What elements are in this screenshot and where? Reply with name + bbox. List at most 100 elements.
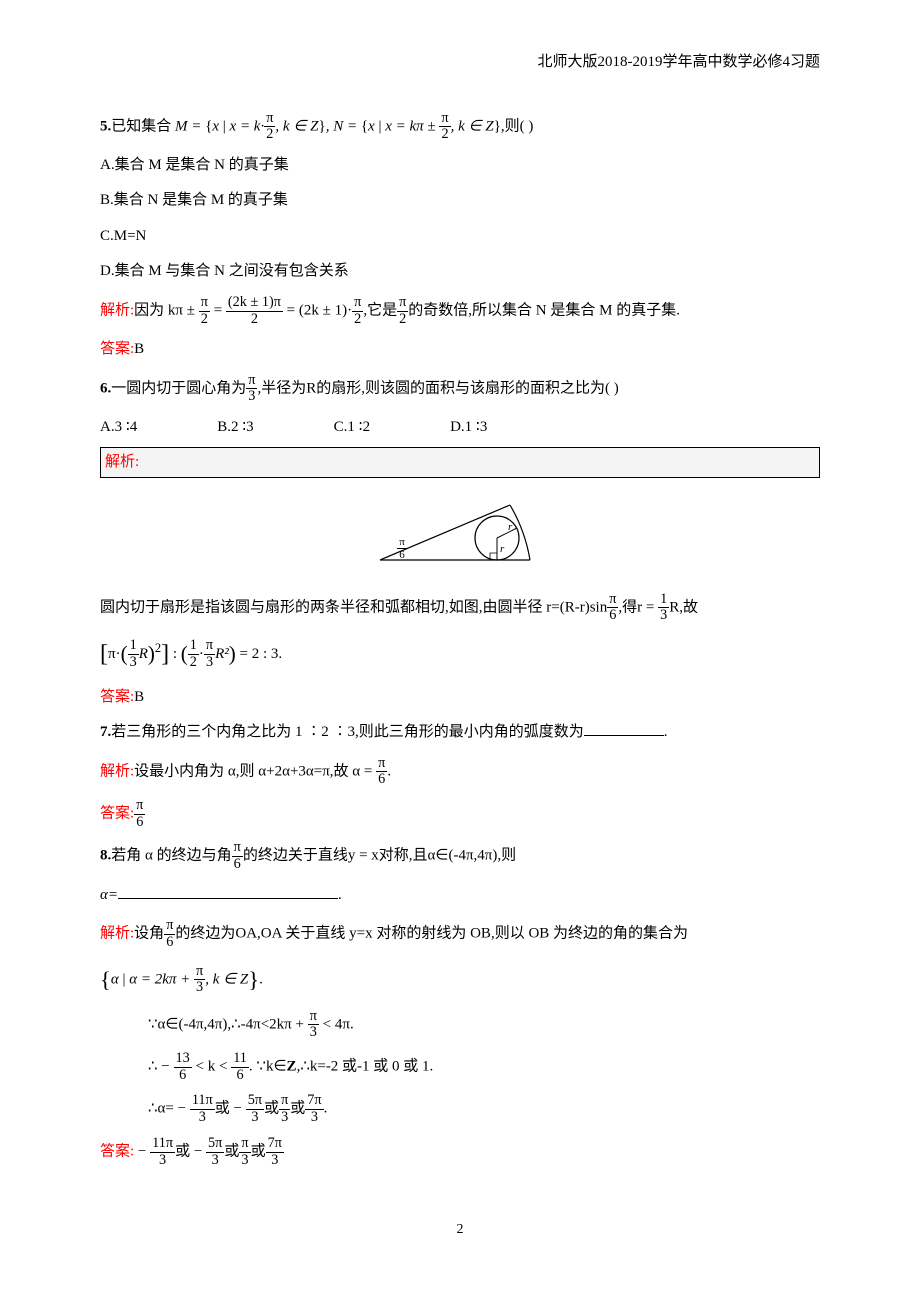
- q5-analysis-pre: 因为 kπ ±: [134, 302, 199, 318]
- pi-over-6-b: π6: [376, 756, 387, 788]
- fig-r-2: r: [508, 521, 513, 533]
- bracket-open: [: [100, 641, 108, 667]
- q8-set: {α | α = 2kπ + π3, k ∈ Z}.: [100, 961, 820, 999]
- q8-l2-mid1: < k <: [192, 1059, 231, 1075]
- pi-over-3: π3: [246, 373, 257, 405]
- brace-close: }: [319, 118, 326, 134]
- q6-opt-c: C.1 ∶2: [334, 415, 370, 441]
- q8-l1-post: < 4π.: [319, 1016, 354, 1032]
- q5-N-post: , k ∈ Z: [451, 118, 494, 134]
- pi-over-3-c: π3: [194, 964, 205, 996]
- q7-number: 7.: [100, 724, 111, 740]
- f7pi3: 7π3: [305, 1093, 323, 1125]
- q8-l2-post: ,∴k=-2 或-1 或 0 或 1.: [297, 1059, 434, 1075]
- q8-line2: ∴ − 136 < k < 116. ∵k∈Z,∴k=-2 或-1 或 0 或 …: [100, 1051, 820, 1083]
- q8-number: 8.: [100, 848, 111, 864]
- analysis-label: 解析:: [100, 302, 134, 318]
- question-7: 7.若三角形的三个内角之比为 1 ∶2 ∶3,则此三角形的最小内角的弧度数为.: [100, 720, 820, 746]
- brace-close2: }: [494, 118, 501, 134]
- or-a1: 或: [175, 1143, 190, 1159]
- q6-stem-pre: 一圆内切于圆心角为: [111, 380, 246, 396]
- Rsq: R²: [215, 646, 229, 662]
- q8-answer: 答案: − 11π3或 − 5π3或π3或7π3: [100, 1136, 820, 1168]
- q7-analysis-pre: 设最小内角为 α,则 α+2α+3α=π,故 α =: [134, 763, 376, 779]
- or3: 或: [290, 1101, 305, 1117]
- q7-answer: 答案:π6: [100, 798, 820, 830]
- f5pi3: 5π3: [246, 1093, 264, 1125]
- paren-close2: ): [229, 641, 236, 665]
- analysis-label-8: 解析:: [100, 926, 134, 942]
- q7-end: .: [664, 724, 668, 740]
- answer-label-8: 答案:: [100, 1143, 134, 1159]
- q8-stem-mid: 的终边关于直线y = x对称,且α∈(-4π,4π),则: [243, 848, 516, 864]
- q8-analysis-mid: 的终边为OA,OA 关于直线 y=x 对称的射线为 OB,则以 OB 为终边的角…: [175, 926, 688, 942]
- q5-N-cond: x = kπ ±: [385, 118, 439, 134]
- paren-close: ): [148, 641, 155, 665]
- q7-analysis-post: .: [387, 763, 391, 779]
- q8-l2-mid2: . ∵k∈: [249, 1059, 287, 1075]
- page-number: 2: [100, 1218, 820, 1242]
- q6-answer: 答案:B: [100, 685, 820, 711]
- q7-analysis: 解析:设最小内角为 α,则 α+2α+3α=π,故 α = π6.: [100, 756, 820, 788]
- q6-options: A.3 ∶4 B.2 ∶3 C.1 ∶2 D.1 ∶3: [100, 415, 820, 441]
- q6-stem-mid: ,半径为R的扇形,则该圆的面积与该扇形的面积之比为( ): [257, 380, 618, 396]
- q5-answer-val: B: [134, 341, 144, 357]
- or2: 或: [264, 1101, 279, 1117]
- q5-M-post: , k ∈ Z: [275, 118, 318, 134]
- q6-opt-b: B.2 ∶3: [217, 415, 253, 441]
- q8-blank: [118, 898, 338, 899]
- q8-analysis-pre: 设角: [134, 926, 164, 942]
- q8-set-mid: α = 2kπ +: [129, 971, 194, 987]
- colon-ratio: :: [169, 646, 181, 662]
- q6-explain: 圆内切于扇形是指该圆与扇形的两条半径和弧都相切,如图,由圆半径 r=(R-r)s…: [100, 592, 820, 624]
- pi-over-3-b: π3: [204, 638, 215, 670]
- q7-blank: [584, 735, 664, 736]
- q8-alpha: α: [111, 971, 119, 987]
- q5-var-x2: x: [368, 118, 375, 134]
- ans-fpi3: π3: [239, 1136, 250, 1168]
- q5-frac-c: π2: [352, 295, 363, 327]
- q6-expl-mid: ,得r =: [618, 599, 658, 615]
- brace-open2: {: [361, 118, 368, 134]
- q6-formula: [π·(13R)2] : (12·π3R²) = 2 : 3.: [100, 634, 820, 675]
- or-a3: 或: [251, 1143, 266, 1159]
- q6-number: 6.: [100, 380, 111, 396]
- q5-var-x: x: [212, 118, 219, 134]
- f13-6: 136: [174, 1051, 192, 1083]
- q5-setM-label: M =: [175, 118, 205, 134]
- q6-expl-pre: 圆内切于扇形是指该圆与扇形的两条半径和弧都相切,如图,由圆半径 r=(R-r)s…: [100, 599, 607, 615]
- sector-circle-diagram: r r π6: [370, 490, 550, 570]
- q6-opt-a: A.3 ∶4: [100, 415, 137, 441]
- pi-over-2-b: π2: [439, 111, 450, 143]
- neg-a2: −: [190, 1143, 206, 1159]
- q5-setN-label: , N =: [326, 118, 361, 134]
- q8-stem-pre: 若角 α 的终边与角: [111, 848, 231, 864]
- q8-l3-end: .: [324, 1101, 328, 1117]
- q8-stem-line2: α=.: [100, 883, 820, 909]
- vbar3: |: [119, 971, 130, 987]
- q5-number: 5.: [100, 118, 111, 134]
- q6-expl-post: R,故: [669, 599, 698, 615]
- ans-f5pi3: 5π3: [206, 1136, 224, 1168]
- q8-Z: Z: [287, 1059, 297, 1075]
- one-third-b: 13: [128, 638, 139, 670]
- q8-analysis: 解析:设角π6的终边为OA,OA 关于直线 y=x 对称的射线为 OB,则以 O…: [100, 918, 820, 950]
- vbar2: |: [375, 118, 386, 134]
- q6-answer-val: B: [134, 689, 144, 705]
- q8-l1-pre: ∵α∈(-4π,4π),∴-4π<2kπ +: [148, 1016, 308, 1032]
- q5-analysis-post: 的奇数倍,所以集合 N 是集合 M 的真子集.: [408, 302, 680, 318]
- one-third: 13: [658, 592, 669, 624]
- q8-alpha-eq: α=: [100, 887, 118, 903]
- q5-frac-a: π2: [199, 295, 210, 327]
- pi-over-6-d: π6: [164, 918, 175, 950]
- fig-r-1: r: [500, 543, 505, 555]
- pi-dot: π·: [108, 646, 121, 662]
- answer-label-7: 答案:: [100, 806, 134, 822]
- R: R: [139, 646, 148, 662]
- q6-opt-d: D.1 ∶3: [450, 415, 487, 441]
- q7-stem: 若三角形的三个内角之比为 1 ∶2 ∶3,则此三角形的最小内角的弧度数为: [111, 724, 584, 740]
- or1: 或: [215, 1101, 230, 1117]
- q5-opt-b: B.集合 N 是集合 M 的真子集: [100, 188, 820, 214]
- q5-M-cond: x = k·: [230, 118, 265, 134]
- q5-frac-d: π2: [397, 295, 408, 327]
